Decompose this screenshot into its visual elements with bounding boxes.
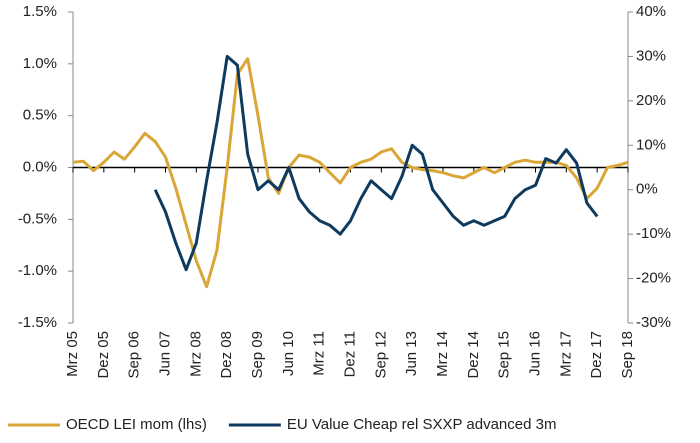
- x-tick-label: Mrz 08: [187, 331, 204, 377]
- x-tick-label: Dez 11: [341, 331, 358, 377]
- y-tick-label: 1.0%: [23, 55, 57, 72]
- y2-tick-label: 10%: [636, 136, 666, 153]
- y2-tick-label: 0%: [636, 181, 658, 198]
- x-tick-label: Jun 16: [526, 331, 543, 376]
- y-tick-label: 0.0%: [23, 158, 57, 175]
- series-line: [72, 57, 629, 289]
- legend-label: EU Value Cheap rel SXXP advanced 3m: [287, 416, 557, 433]
- legend-label: OECD LEI mom (lhs): [66, 416, 207, 433]
- x-tick-label: Sep 12: [372, 331, 389, 379]
- y-tick-label: 1.5%: [23, 3, 57, 20]
- x-tick-label: Sep 06: [126, 331, 143, 379]
- y-tick-label: -0.5%: [18, 210, 57, 227]
- y2-tick-label: -10%: [636, 225, 671, 242]
- y-tick-label: -1.5%: [18, 314, 57, 331]
- x-tick-label: Mrz 11: [311, 331, 328, 376]
- y-tick-label: -1.0%: [18, 262, 57, 279]
- x-tick-label: Mrz 17: [557, 331, 574, 377]
- x-tick-label: Sep 18: [619, 331, 636, 379]
- series-line: [153, 54, 599, 272]
- x-tick-label: Dez 05: [95, 331, 112, 379]
- y2-tick-label: 30%: [636, 47, 666, 64]
- x-tick-label: Dez 17: [588, 331, 605, 379]
- y2-tick-label: 40%: [636, 3, 666, 20]
- x-tick-label: Jun 13: [403, 331, 420, 376]
- x-tick-label: Mrz 05: [64, 331, 81, 377]
- y2-tick-label: 20%: [636, 92, 666, 109]
- y2-tick-label: -20%: [636, 270, 671, 287]
- x-tick-label: Dez 08: [218, 331, 235, 379]
- x-tick-label: Sep 15: [496, 331, 513, 379]
- y2-tick-label: -30%: [636, 314, 671, 331]
- x-tick-label: Dez 14: [465, 331, 482, 379]
- y-tick-label: 0.5%: [23, 107, 57, 124]
- x-tick-label: Jun 10: [280, 331, 297, 376]
- x-tick-label: Mrz 14: [434, 331, 451, 377]
- x-tick-label: Jun 07: [156, 331, 173, 376]
- x-tick-label: Sep 09: [249, 331, 266, 379]
